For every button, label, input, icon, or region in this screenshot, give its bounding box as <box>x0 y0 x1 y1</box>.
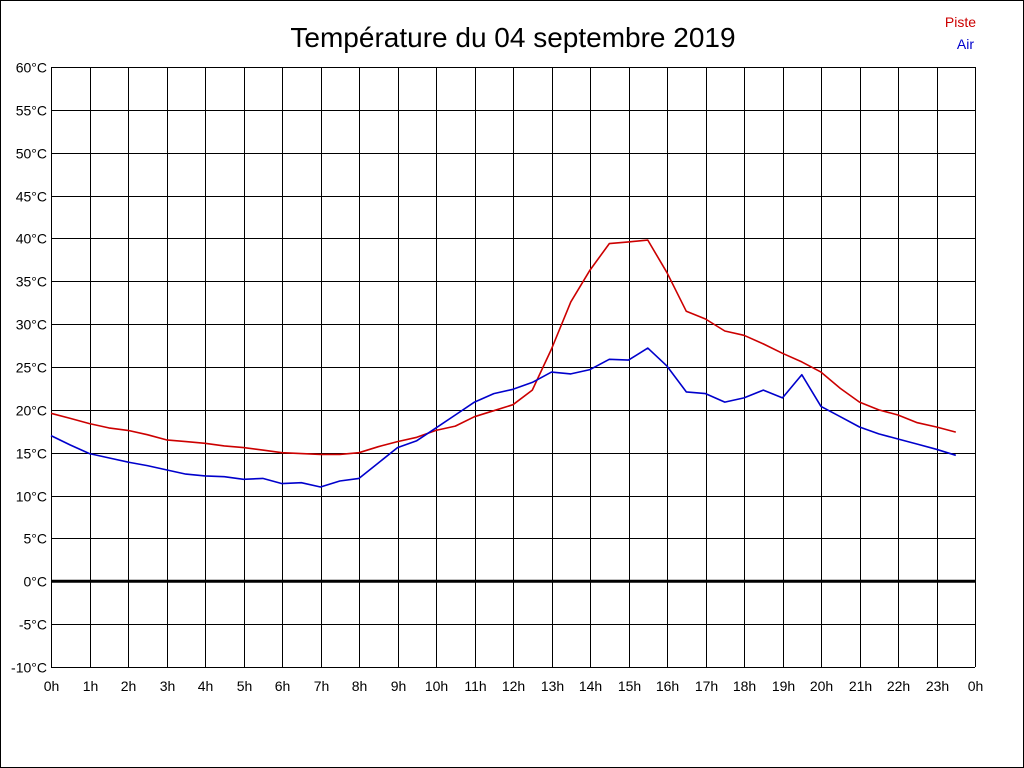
x-tick-label: 0h <box>968 678 984 694</box>
series-line-air <box>50 347 957 488</box>
x-tick-label: 4h <box>198 678 214 694</box>
y-tick-label: -5°C <box>19 617 47 633</box>
y-tick-label: 15°C <box>16 446 47 462</box>
y-tick-label: 30°C <box>16 317 47 333</box>
x-tick-label: 22h <box>887 678 910 694</box>
legend: Piste Air <box>945 14 976 52</box>
y-tick-label: 55°C <box>16 103 47 119</box>
x-tick-label: 7h <box>314 678 330 694</box>
x-tick-label: 19h <box>772 678 795 694</box>
x-tick-label: 12h <box>502 678 525 694</box>
x-tick-label: 23h <box>926 678 949 694</box>
x-tick-label: 18h <box>733 678 756 694</box>
y-tick-label: -10°C <box>11 660 47 676</box>
x-tick-label: 14h <box>579 678 602 694</box>
y-tick-label: 20°C <box>16 403 47 419</box>
x-tick-label: 5h <box>237 678 253 694</box>
x-tick-label: 1h <box>83 678 99 694</box>
x-tick-label: 21h <box>849 678 872 694</box>
x-tick-label: 0h <box>44 678 60 694</box>
series-line-piste <box>50 239 957 456</box>
x-tick-label: 10h <box>425 678 448 694</box>
y-tick-label: 10°C <box>16 489 47 505</box>
y-tick-label: 60°C <box>16 60 47 76</box>
x-tick-label: 3h <box>160 678 176 694</box>
x-tick-label: 20h <box>810 678 833 694</box>
x-tick-label: 13h <box>541 678 564 694</box>
x-tick-label: 15h <box>618 678 641 694</box>
x-tick-label: 6h <box>275 678 291 694</box>
x-tick-label: 9h <box>391 678 407 694</box>
x-tick-label: 17h <box>695 678 718 694</box>
x-tick-label: 8h <box>352 678 368 694</box>
y-tick-label: 35°C <box>16 274 47 290</box>
legend-label-piste: Piste <box>945 14 976 30</box>
y-tick-label: 5°C <box>24 531 48 547</box>
x-tick-label: 11h <box>464 678 486 694</box>
y-tick-label: 50°C <box>16 146 47 162</box>
series-lines <box>50 239 957 488</box>
x-tick-label: 2h <box>121 678 137 694</box>
legend-label-air: Air <box>957 36 974 52</box>
y-axis-ticks: 60°C 55°C 50°C 45°C 40°C 35°C 30°C 25°C 20°C 15°C… <box>11 60 47 676</box>
grid <box>51 67 976 668</box>
x-axis-ticks: 0h 1h 2h 3h 4h 5h 6h 7h 8h 9h 10h 11h 12h 13h 14h 15h 16… <box>44 678 984 694</box>
y-tick-label: 0°C <box>24 574 48 590</box>
y-tick-label: 25°C <box>16 360 47 376</box>
y-tick-label: 40°C <box>16 231 47 247</box>
chart-title: Température du 04 septembre 2019 <box>290 22 735 53</box>
y-tick-label: 45°C <box>16 189 47 205</box>
x-tick-label: 16h <box>656 678 679 694</box>
